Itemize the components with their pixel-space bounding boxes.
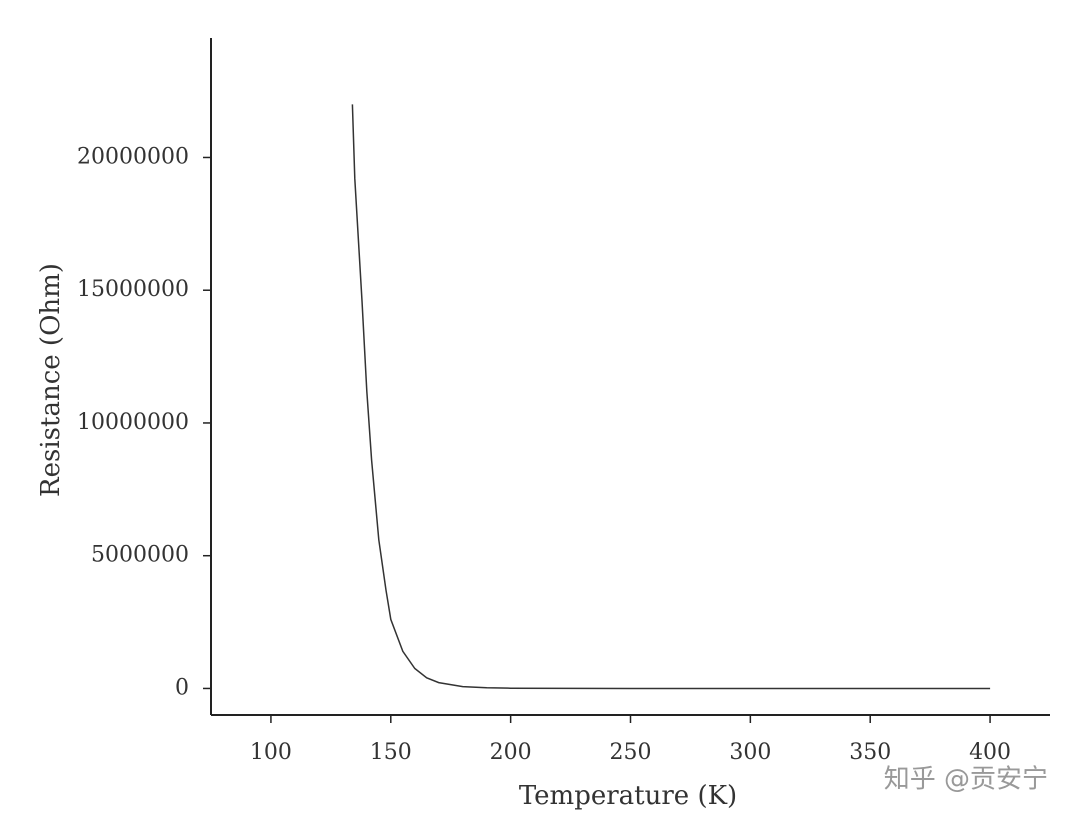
y-tick-label: 0 [175,675,189,700]
x-tick-label: 150 [370,740,412,765]
x-tick-label: 300 [729,740,771,765]
x-tick-label: 400 [969,740,1011,765]
x-tick-label: 200 [490,740,532,765]
watermark: 知乎 @贡安宁 [884,765,1048,795]
y-tick-label: 20000000 [77,144,189,169]
y-axis-label: Resistance (Ohm) [36,263,66,497]
y-tick-label: 5000000 [91,543,189,568]
x-axis-label: Temperature (K) [519,781,737,811]
y-tick-label: 10000000 [77,410,189,435]
x-tick-label: 250 [610,740,652,765]
y-tick-label: 15000000 [77,277,189,302]
x-tick-label: 350 [849,740,891,765]
x-tick-label: 100 [250,740,292,765]
line [351,104,991,690]
